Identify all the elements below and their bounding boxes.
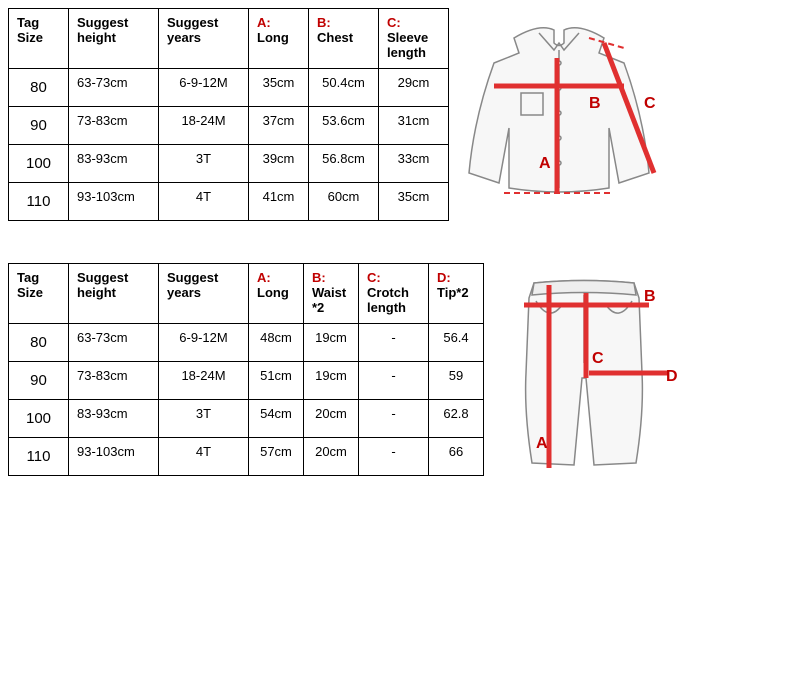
shirt-cell: 29cm [379, 69, 449, 107]
pants-cell: 19cm [304, 362, 359, 400]
pants-cell: - [359, 362, 429, 400]
shirt-header-1: Suggest height [69, 9, 159, 69]
pants-row: 9073-83cm18-24M51cm19cm-59 [9, 362, 484, 400]
shirt-cell: 37cm [249, 107, 309, 145]
shirt-cell: 80 [9, 69, 69, 107]
shirt-cell: 90 [9, 107, 69, 145]
pants-cell: 63-73cm [69, 324, 159, 362]
pants-label-d: D [666, 368, 678, 385]
pants-cell: 18-24M [159, 362, 249, 400]
shirt-cell: 41cm [249, 183, 309, 221]
pants-header-1: Suggest height [69, 264, 159, 324]
shirt-cell: 83-93cm [69, 145, 159, 183]
shirt-row: 10083-93cm3T39cm56.8cm33cm [9, 145, 449, 183]
pants-cell: - [359, 324, 429, 362]
shirt-cell: 110 [9, 183, 69, 221]
pants-size-table: Tag SizeSuggest heightSuggest yearsA: Lo… [8, 263, 484, 476]
pants-cell: - [359, 400, 429, 438]
shirt-cell: 56.8cm [309, 145, 379, 183]
shirt-cell: 100 [9, 145, 69, 183]
pants-cell: - [359, 438, 429, 476]
shirt-cell: 60cm [309, 183, 379, 221]
shirt-header-0: Tag Size [9, 9, 69, 69]
pants-row: 8063-73cm6-9-12M48cm19cm-56.4 [9, 324, 484, 362]
shirt-row: 9073-83cm18-24M37cm53.6cm31cm [9, 107, 449, 145]
pants-cell: 48cm [249, 324, 304, 362]
shirt-cell: 33cm [379, 145, 449, 183]
shirt-diagram: A B C [459, 8, 659, 223]
shirt-cell: 73-83cm [69, 107, 159, 145]
shirt-header-3: A: Long [249, 9, 309, 69]
shirt-section: Tag SizeSuggest heightSuggest yearsA: Lo… [8, 8, 792, 223]
pants-cell: 56.4 [429, 324, 484, 362]
shirt-header-5: C: Sleeve length [379, 9, 449, 69]
pants-cell: 93-103cm [69, 438, 159, 476]
pants-cell: 3T [159, 400, 249, 438]
shirt-cell: 53.6cm [309, 107, 379, 145]
pants-cell: 20cm [304, 400, 359, 438]
shirt-size-table: Tag SizeSuggest heightSuggest yearsA: Lo… [8, 8, 449, 221]
shirt-cell: 63-73cm [69, 69, 159, 107]
pants-cell: 51cm [249, 362, 304, 400]
shirt-cell: 4T [159, 183, 249, 221]
pants-header-6: D: Tip*2 [429, 264, 484, 324]
pants-cell: 83-93cm [69, 400, 159, 438]
pants-cell: 59 [429, 362, 484, 400]
pants-row: 11093-103cm4T57cm20cm-66 [9, 438, 484, 476]
shirt-label-c: C [644, 95, 656, 112]
shirt-row: 8063-73cm6-9-12M35cm50.4cm29cm [9, 69, 449, 107]
pants-cell: 4T [159, 438, 249, 476]
pants-cell: 80 [9, 324, 69, 362]
pants-section: Tag SizeSuggest heightSuggest yearsA: Lo… [8, 263, 792, 488]
shirt-cell: 18-24M [159, 107, 249, 145]
pants-cell: 19cm [304, 324, 359, 362]
shirt-cell: 35cm [379, 183, 449, 221]
pants-label-a: A [536, 435, 548, 452]
pants-label-b: B [644, 288, 656, 305]
pants-cell: 73-83cm [69, 362, 159, 400]
pants-cell: 62.8 [429, 400, 484, 438]
shirt-header-4: B: Chest [309, 9, 379, 69]
pants-row: 10083-93cm3T54cm20cm-62.8 [9, 400, 484, 438]
shirt-cell: 6-9-12M [159, 69, 249, 107]
pants-cell: 90 [9, 362, 69, 400]
shirt-label-b: B [589, 95, 601, 112]
pants-header-0: Tag Size [9, 264, 69, 324]
shirt-cell: 50.4cm [309, 69, 379, 107]
shirt-header-2: Suggest years [159, 9, 249, 69]
pants-cell: 110 [9, 438, 69, 476]
pants-cell: 100 [9, 400, 69, 438]
pants-label-c: C [592, 350, 604, 367]
shirt-cell: 3T [159, 145, 249, 183]
pants-cell: 57cm [249, 438, 304, 476]
pants-cell: 66 [429, 438, 484, 476]
pants-cell: 54cm [249, 400, 304, 438]
pants-diagram: A B C D [494, 263, 684, 488]
pants-header-2: Suggest years [159, 264, 249, 324]
shirt-cell: 35cm [249, 69, 309, 107]
pants-cell: 6-9-12M [159, 324, 249, 362]
shirt-cell: 31cm [379, 107, 449, 145]
pants-header-5: C: Crotch length [359, 264, 429, 324]
pants-header-4: B: Waist *2 [304, 264, 359, 324]
pants-cell: 20cm [304, 438, 359, 476]
shirt-row: 11093-103cm4T41cm60cm35cm [9, 183, 449, 221]
shirt-label-a: A [539, 155, 551, 172]
pants-header-3: A: Long [249, 264, 304, 324]
shirt-cell: 39cm [249, 145, 309, 183]
shirt-cell: 93-103cm [69, 183, 159, 221]
